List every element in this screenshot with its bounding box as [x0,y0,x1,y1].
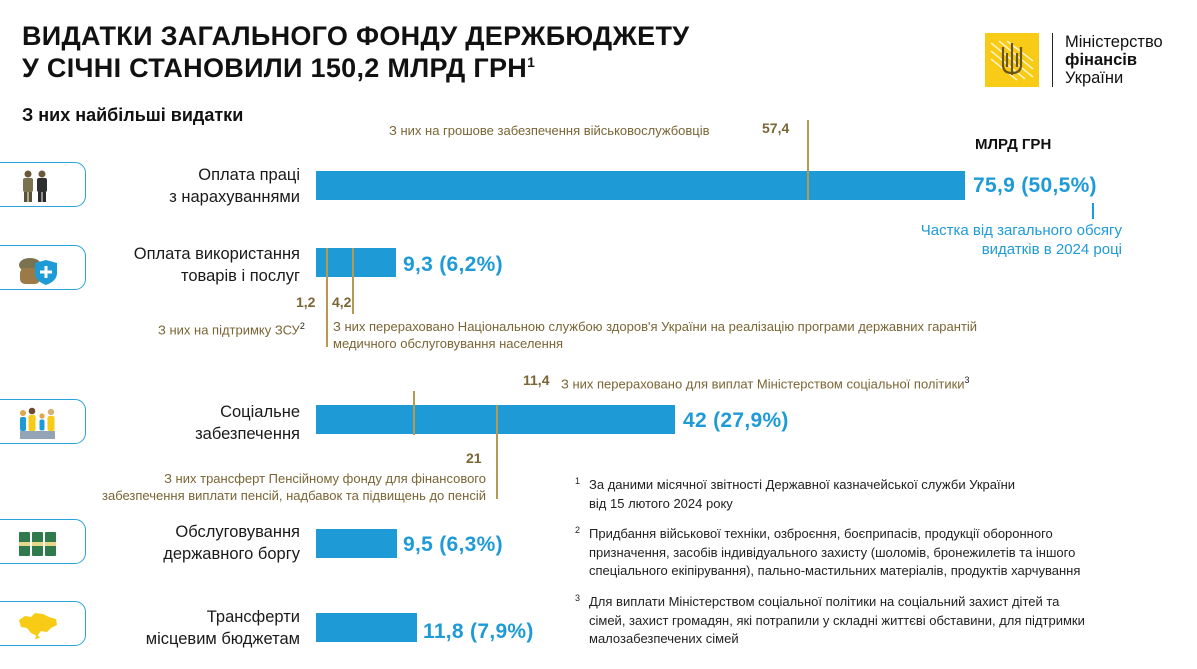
share-note: Частка від загального обсягу видатків в … [820,221,1122,259]
ministry-logo-text: Міністерство фінансів України [1065,33,1163,87]
category-label-social-security: Соціальне забезпечення [100,401,300,445]
footnote-mark: 2 [575,525,581,535]
value-label-salaries: 75,9 (50,5%) [973,174,1097,197]
family-icon [0,399,86,444]
bar-local-transfers [316,613,417,642]
annotation-text-social-policy-main: З них перераховано для виплат Міністерст… [561,376,965,392]
annotation-line-pension-fund [496,405,498,499]
bar-goods-services [316,248,396,277]
footnote-line: Для виплати Міністерством соціальної пол… [589,594,1060,609]
annotation-line-military-pay [807,120,809,200]
trident-emblem-icon [985,33,1039,87]
category-label-debt-service: Обслуговування державного боргу [100,521,300,565]
logo-line-1: Міністерство [1065,33,1163,51]
bar-social-security [316,405,675,434]
category-label-local-transfers: Трансферти місцевим бюджетам [100,606,300,650]
title-line-2: У СІЧНІ СТАНОВИЛИ 150,2 МЛРД ГРН1 [22,52,782,84]
share-note-line-1: Частка від загального обсягу [920,222,1122,239]
category-label-line: товарів і послуг [180,267,300,285]
value-label-goods-services: 9,3 (6,2%) [403,253,503,276]
annotation-value-social-policy: 11,4 [523,372,550,388]
category-label-goods-services: Оплата використання товарів і послуг [100,243,300,287]
logo-divider [1052,33,1053,87]
footnote-mark: 3 [575,593,581,603]
annotation-text-pension-fund-line-2: забезпечення виплати пенсій, надбавок та… [102,488,486,503]
category-label-line: з нарахуваннями [169,188,300,206]
unit-label: МЛРД ГРН [975,136,1052,153]
category-label-line: Оплата використання [133,245,300,263]
annotation-text-army-support: З них на підтримку ЗСУ2 [158,318,305,338]
annotation-text-army-support-main: З них на підтримку ЗСУ [158,322,300,338]
money-stacks-icon [0,519,86,564]
annotation-line-health-service [352,248,354,314]
footnote-ref-3: 3 [964,375,970,385]
footnote-1: 1 За даними місячної звітності Державної… [575,476,1109,513]
annotation-text-health-service-line-1: З них перераховано Національною службою … [333,319,978,334]
title-line-2-text: У СІЧНІ СТАНОВИЛИ 150,2 МЛРД ГРН [22,53,528,83]
footnote-line: від 15 лютого 2024 року [589,495,733,511]
annotation-value-health-service: 4,2 [332,294,352,310]
footnote-line: спеціального екіпірування), пально-масти… [589,563,1081,578]
supplies-medical-icon [0,245,86,290]
value-label-debt-service: 9,5 (6,3%) [403,533,503,556]
logo-line-2: фінансів [1065,51,1163,69]
annotation-value-army-support: 1,2 [296,294,316,310]
category-label-salaries: Оплата праці з нарахуваннями [100,164,300,208]
annotation-value-pension-fund: 21 [466,450,482,466]
footnote-2: 2 Придбання військової техніки, озброєнн… [575,525,1189,581]
annotation-line-social-policy [413,391,415,435]
footnote-line: призначення, засобів індивідуального зах… [589,544,1076,560]
footnote-mark: 1 [575,476,581,486]
logo-line-2-bold: фінансів [1065,51,1138,69]
footnote-3: 3 Для виплати Міністерством соціальної п… [575,593,1189,649]
category-label-line: забезпечення [195,425,300,443]
category-label-line: Оплата праці [198,166,300,184]
page-title: ВИДАТКИ ЗАГАЛЬНОГО ФОНДУ ДЕРЖБЮДЖЕТУ У С… [22,20,782,84]
share-note-line-2: видатків в 2024 році [981,241,1122,258]
bar-salaries [316,171,965,200]
category-label-line: місцевим бюджетам [145,630,300,648]
value-label-local-transfers: 11,8 (7,9%) [423,620,534,643]
category-label-line: Обслуговування [175,523,300,541]
footnote-line: сімей, захист громадян, які потрапили у … [589,612,1085,628]
footnote-line: малозабезпечених сімей [589,631,739,646]
share-note-line [1092,203,1094,219]
footnote-line: Придбання військової техніки, озброєння,… [589,526,1053,541]
title-line-1: ВИДАТКИ ЗАГАЛЬНОГО ФОНДУ ДЕРЖБЮДЖЕТУ [22,21,690,51]
logo-line-3: України [1065,69,1124,87]
annotation-text-health-service: З них перераховано Національною службою … [333,318,977,352]
ukraine-map-icon [0,601,86,646]
value-label-social-security: 42 (27,9%) [683,409,789,432]
annotation-text-health-service-line-2: медичного обслуговування населення [333,336,564,351]
footnote-ref-2: 2 [299,321,305,331]
annotation-text-military-pay: З них на грошове забезпечення військовос… [389,123,710,138]
category-label-line: Соціальне [220,403,300,421]
annotation-text-pension-fund-line-1: З них трансферт Пенсійному фонду для фін… [164,471,486,486]
subtitle: З них найбільші видатки [22,105,244,125]
annotation-text-social-policy: З них перераховано для виплат Міністерст… [561,372,970,392]
annotation-line-army-support [326,248,328,347]
soldiers-icon [0,162,86,207]
category-label-line: Трансферти [206,608,300,626]
annotation-text-pension-fund: З них трансферт Пенсійному фонду для фін… [40,470,486,504]
title-footnote-mark: 1 [527,54,536,70]
category-label-line: державного боргу [163,545,300,563]
annotation-value-military-pay: 57,4 [762,120,790,136]
footnote-line: За даними місячної звітності Державної к… [589,477,1016,492]
bar-debt-service [316,529,397,558]
